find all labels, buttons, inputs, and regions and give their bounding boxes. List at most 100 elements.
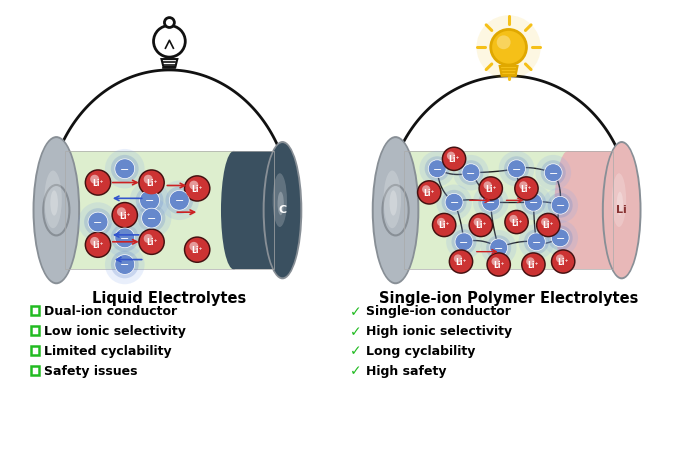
Ellipse shape [265, 143, 301, 277]
Circle shape [524, 194, 543, 211]
Text: Li⁺: Li⁺ [485, 185, 496, 194]
Circle shape [450, 251, 472, 272]
Text: Limited cyclability: Limited cyclability [44, 345, 172, 358]
Ellipse shape [277, 192, 284, 215]
Text: −: − [93, 218, 103, 228]
Text: −: − [529, 198, 538, 208]
Circle shape [477, 15, 541, 79]
Ellipse shape [374, 138, 418, 282]
Circle shape [507, 160, 526, 178]
Text: −: − [449, 198, 459, 208]
Circle shape [90, 175, 99, 184]
Ellipse shape [273, 173, 287, 227]
Circle shape [84, 208, 112, 236]
Circle shape [528, 233, 545, 251]
Circle shape [536, 213, 561, 237]
Text: Li⁺: Li⁺ [146, 179, 157, 188]
Text: Li⁺: Li⁺ [493, 261, 505, 270]
Circle shape [556, 254, 564, 263]
Circle shape [504, 210, 529, 234]
Circle shape [143, 175, 153, 184]
Circle shape [420, 151, 455, 186]
Circle shape [506, 211, 528, 233]
Text: ✓: ✓ [350, 324, 362, 339]
Ellipse shape [262, 141, 303, 279]
Bar [234, 151, 273, 270]
Text: Li⁺: Li⁺ [439, 221, 450, 230]
Text: −: − [459, 238, 469, 248]
Circle shape [436, 184, 472, 220]
Circle shape [143, 234, 153, 243]
Bar [31, 306, 39, 315]
Circle shape [474, 218, 482, 226]
Circle shape [111, 155, 139, 183]
Bar [31, 326, 39, 335]
Ellipse shape [44, 171, 62, 228]
Text: −: − [486, 198, 496, 208]
Circle shape [422, 185, 430, 193]
Circle shape [111, 224, 139, 252]
Circle shape [130, 180, 169, 220]
Circle shape [454, 254, 462, 263]
Circle shape [515, 178, 537, 199]
Circle shape [492, 257, 500, 266]
Text: Li⁺: Li⁺ [192, 185, 203, 194]
Circle shape [543, 188, 578, 223]
Bar [31, 346, 39, 355]
Circle shape [447, 152, 455, 160]
Circle shape [445, 194, 463, 211]
Polygon shape [500, 66, 517, 76]
Bar [65, 151, 273, 270]
Circle shape [453, 155, 489, 190]
Text: −: − [175, 196, 184, 206]
Circle shape [441, 190, 466, 215]
Text: −: − [549, 169, 558, 179]
Circle shape [138, 169, 165, 196]
Circle shape [184, 236, 211, 263]
Circle shape [132, 198, 171, 238]
Text: Li⁺: Li⁺ [92, 241, 104, 250]
Circle shape [521, 252, 546, 277]
Ellipse shape [602, 141, 641, 279]
Circle shape [86, 233, 110, 256]
Polygon shape [161, 59, 177, 67]
Text: −: − [145, 196, 154, 206]
Circle shape [537, 214, 559, 236]
Circle shape [462, 164, 480, 181]
Circle shape [488, 254, 509, 275]
Text: High safety: High safety [366, 364, 446, 378]
Circle shape [88, 212, 108, 232]
Circle shape [84, 169, 112, 196]
Text: −: − [466, 169, 475, 179]
Text: −: − [120, 165, 129, 175]
Circle shape [115, 255, 135, 274]
Text: Li⁺: Li⁺ [119, 212, 131, 220]
Circle shape [105, 245, 145, 284]
Circle shape [165, 18, 174, 27]
Circle shape [185, 238, 209, 261]
Text: Single-ion conductor: Single-ion conductor [366, 306, 511, 319]
Text: Long cyclability: Long cyclability [366, 345, 475, 358]
Circle shape [491, 29, 526, 65]
Circle shape [470, 214, 492, 236]
Circle shape [509, 215, 517, 223]
Text: Li⁺: Li⁺ [424, 189, 435, 198]
Circle shape [433, 214, 455, 236]
Circle shape [115, 159, 135, 179]
Text: Li⁺: Li⁺ [511, 219, 522, 228]
Circle shape [522, 254, 544, 275]
Ellipse shape [612, 173, 626, 227]
Circle shape [449, 249, 473, 274]
Bar [405, 151, 613, 270]
Circle shape [551, 229, 569, 247]
Text: High ionic selectivity: High ionic selectivity [366, 325, 512, 338]
Text: −: − [120, 261, 129, 270]
Circle shape [541, 160, 566, 185]
Circle shape [524, 230, 549, 254]
Circle shape [478, 190, 503, 215]
Text: −: − [532, 238, 541, 248]
Text: ✓: ✓ [350, 305, 362, 319]
Circle shape [520, 181, 528, 189]
Circle shape [169, 190, 189, 210]
Circle shape [425, 156, 449, 181]
